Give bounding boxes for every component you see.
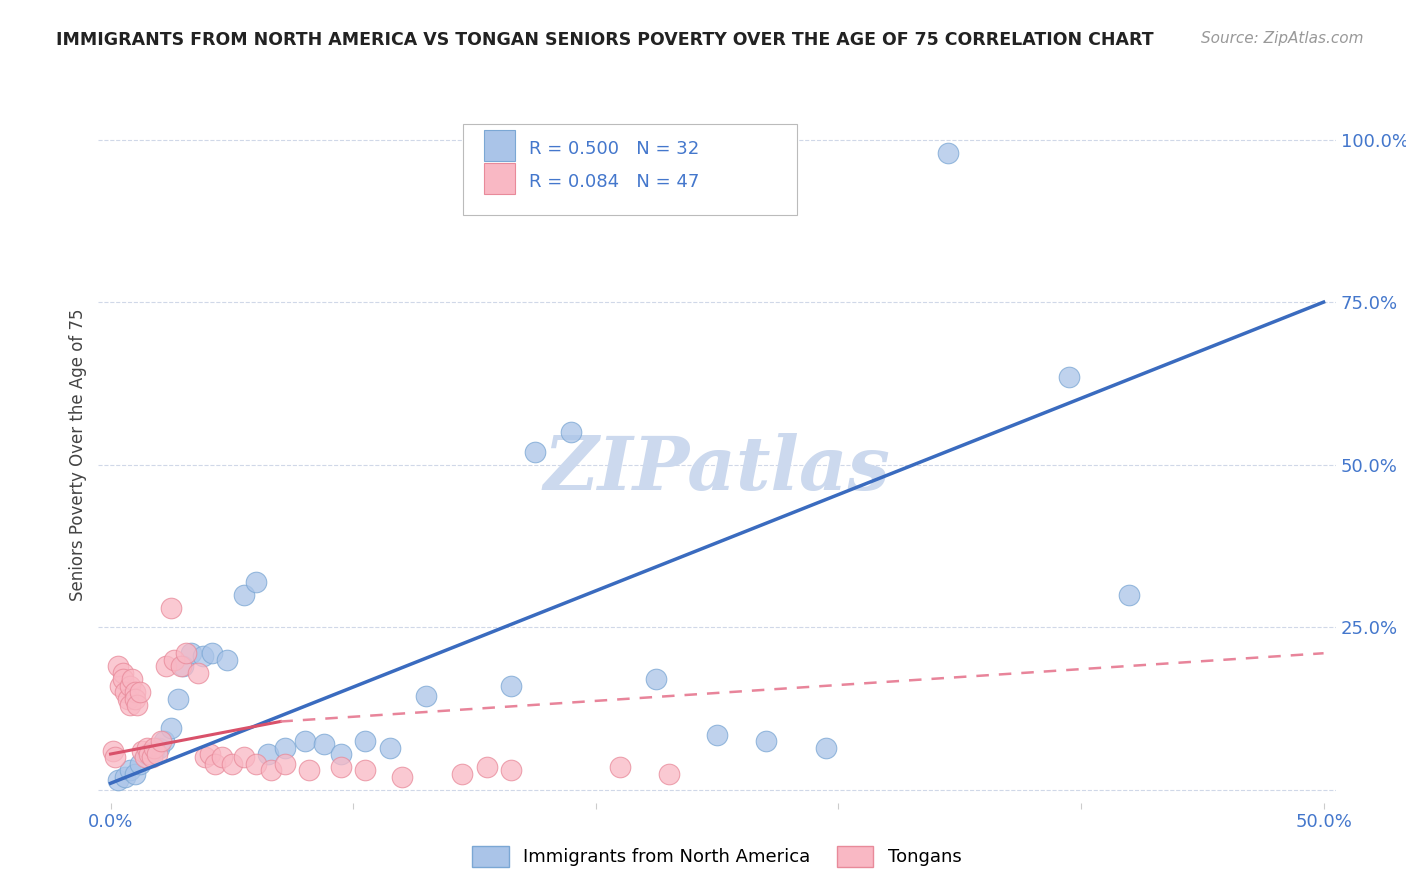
Point: [354, 734, 377, 748]
Point: [118, 698, 141, 713]
Point: [260, 764, 283, 778]
Point: [499, 764, 522, 778]
Point: [378, 740, 401, 755]
FancyBboxPatch shape: [485, 130, 516, 161]
Point: [201, 646, 224, 660]
Point: [815, 740, 838, 755]
Point: [257, 747, 280, 761]
Point: [134, 750, 156, 764]
Point: [245, 756, 267, 771]
Point: [141, 750, 163, 764]
Point: [706, 727, 728, 741]
Point: [1118, 588, 1140, 602]
Point: [221, 756, 243, 771]
Point: [114, 685, 136, 699]
Point: [110, 679, 132, 693]
Point: [128, 685, 150, 699]
Point: [143, 740, 166, 755]
Point: [274, 740, 297, 755]
Point: [560, 425, 582, 439]
Point: [274, 756, 297, 771]
Point: [118, 764, 141, 778]
Point: [145, 747, 167, 761]
Point: [117, 691, 139, 706]
Point: [170, 659, 193, 673]
Point: [391, 770, 413, 784]
Point: [294, 734, 316, 748]
Point: [609, 760, 631, 774]
FancyBboxPatch shape: [464, 124, 797, 215]
Point: [118, 679, 141, 693]
Point: [121, 672, 143, 686]
Point: [936, 145, 959, 160]
Point: [136, 740, 159, 755]
Point: [167, 691, 190, 706]
Point: [160, 600, 183, 615]
Point: [1057, 370, 1080, 384]
Point: [755, 734, 778, 748]
Point: [194, 750, 217, 764]
Point: [162, 653, 184, 667]
Point: [172, 659, 194, 673]
Point: [233, 588, 256, 602]
Point: [107, 659, 129, 673]
Point: [107, 772, 129, 787]
Point: [191, 649, 214, 664]
Point: [245, 574, 267, 589]
Point: [124, 766, 146, 780]
Point: [128, 756, 150, 771]
Point: [330, 760, 353, 774]
Point: [138, 747, 160, 761]
Point: [645, 672, 668, 686]
Point: [153, 734, 176, 748]
Point: [111, 672, 134, 686]
Point: [312, 737, 335, 751]
Point: [499, 679, 522, 693]
Text: Source: ZipAtlas.com: Source: ZipAtlas.com: [1201, 31, 1364, 46]
Point: [143, 744, 166, 758]
Point: [451, 766, 474, 780]
Point: [155, 659, 177, 673]
Point: [198, 747, 221, 761]
Point: [187, 665, 209, 680]
Point: [204, 756, 226, 771]
Point: [657, 766, 679, 780]
Legend: Immigrants from North America, Tongans: Immigrants from North America, Tongans: [465, 838, 969, 874]
Point: [111, 665, 134, 680]
Point: [215, 653, 238, 667]
Point: [136, 747, 159, 761]
Point: [101, 744, 124, 758]
Point: [148, 740, 170, 755]
Text: R = 0.500   N = 32: R = 0.500 N = 32: [529, 140, 699, 158]
Point: [174, 646, 197, 660]
Point: [124, 691, 146, 706]
Point: [114, 770, 136, 784]
Point: [354, 764, 377, 778]
Point: [211, 750, 233, 764]
Point: [127, 698, 149, 713]
Point: [150, 734, 173, 748]
Text: IMMIGRANTS FROM NORTH AMERICA VS TONGAN SENIORS POVERTY OVER THE AGE OF 75 CORRE: IMMIGRANTS FROM NORTH AMERICA VS TONGAN …: [56, 31, 1154, 49]
Point: [524, 444, 547, 458]
Point: [415, 689, 437, 703]
FancyBboxPatch shape: [485, 162, 516, 194]
Point: [330, 747, 353, 761]
Text: ZIPatlas: ZIPatlas: [544, 433, 890, 505]
Text: R = 0.084   N = 47: R = 0.084 N = 47: [529, 173, 699, 191]
Point: [180, 646, 202, 660]
Y-axis label: Seniors Poverty Over the Age of 75: Seniors Poverty Over the Age of 75: [69, 309, 87, 601]
Point: [233, 750, 256, 764]
Point: [104, 750, 127, 764]
Point: [160, 721, 183, 735]
Point: [298, 764, 321, 778]
Point: [475, 760, 498, 774]
Point: [131, 744, 153, 758]
Point: [124, 685, 146, 699]
